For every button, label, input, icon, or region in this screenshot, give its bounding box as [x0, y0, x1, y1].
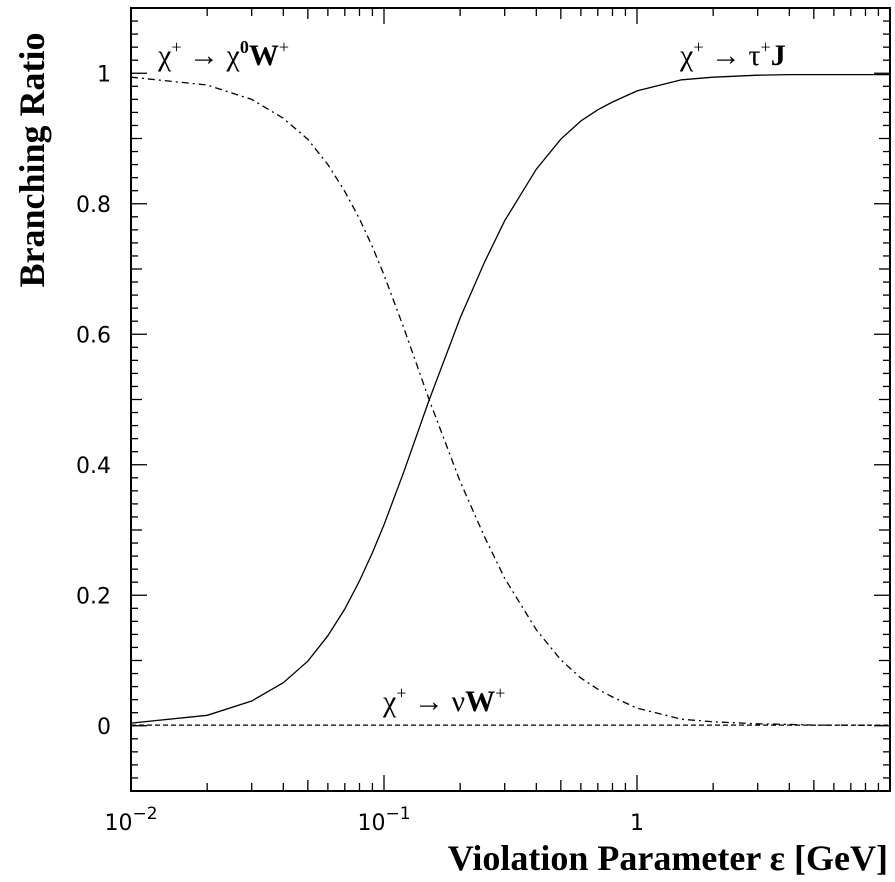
y-tick-label: 0.4 — [76, 454, 111, 479]
y-tick-label: 0.8 — [76, 193, 111, 218]
data-series — [130, 73, 891, 727]
x-tick-label: 10−1 — [357, 804, 410, 836]
x-tick-label: 1 — [630, 811, 644, 836]
x-axis-title: Violation Parameter ε [GeV] — [448, 838, 888, 878]
y-tick-label: 0.6 — [76, 323, 111, 348]
plot-frame — [130, 7, 891, 792]
series-line-1 — [130, 76, 891, 727]
x-tick-label: 10−2 — [104, 804, 157, 836]
axis-ticks: 0 0.2 0.4 0.6 0.8 1 10−2 10−1 1 — [76, 7, 890, 836]
annotation-chi0-w: χ+ → χ0W+ — [157, 37, 289, 72]
y-tick-label: 0 — [97, 715, 111, 740]
annotation-tau-j: χ+ → τ+J — [679, 37, 786, 72]
series-line-0 — [130, 73, 890, 724]
annotation-nu-w: χ+ → νW+ — [382, 683, 505, 718]
y-axis-title: Branching Ratio — [12, 32, 52, 287]
y-tick-label: 0.2 — [76, 584, 111, 609]
y-tick-label: 1 — [97, 62, 111, 87]
